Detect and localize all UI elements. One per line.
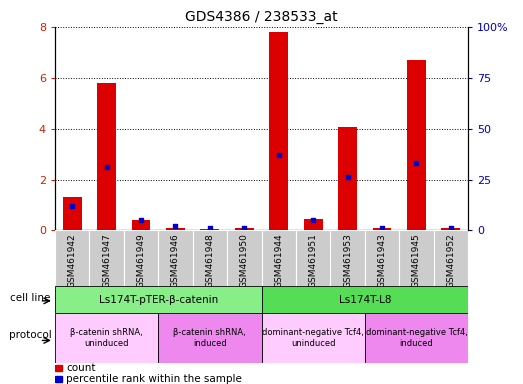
Point [171,223,179,229]
Bar [192,230,227,286]
Point [240,225,248,232]
Text: GSM461944: GSM461944 [274,233,283,288]
Bar [55,286,262,313]
Text: protocol: protocol [9,330,52,341]
Bar [55,230,89,286]
Text: cell line: cell line [10,293,50,303]
Text: GSM461948: GSM461948 [206,233,214,288]
Point [378,225,386,232]
Bar [235,228,254,230]
Text: GSM461943: GSM461943 [378,233,386,288]
Bar [407,60,426,230]
Bar [365,230,399,286]
Bar [124,230,158,286]
Bar [262,313,365,363]
Text: GSM461951: GSM461951 [309,233,317,288]
Bar [441,228,460,230]
Bar [296,230,331,286]
Bar [166,228,185,230]
Point [447,225,455,232]
Bar [338,127,357,230]
Point [412,160,420,166]
Bar [55,313,158,363]
Text: β-catenin shRNA,
induced: β-catenin shRNA, induced [174,328,246,348]
Bar [63,197,82,230]
Bar [131,220,151,230]
Bar [55,376,62,382]
Text: GDS4386 / 238533_at: GDS4386 / 238533_at [185,10,338,23]
Point [103,164,111,170]
Bar [97,83,116,230]
Point [68,203,76,209]
Text: Ls174T-pTER-β-catenin: Ls174T-pTER-β-catenin [98,295,218,305]
Text: dominant-negative Tcf4,
induced: dominant-negative Tcf4, induced [366,328,468,348]
Text: GSM461945: GSM461945 [412,233,421,288]
Text: GSM461946: GSM461946 [171,233,180,288]
Point [275,152,283,158]
Text: count: count [66,363,96,373]
Bar [372,228,392,230]
Bar [269,32,288,230]
Bar [227,230,262,286]
Text: β-catenin shRNA,
uninduced: β-catenin shRNA, uninduced [70,328,143,348]
Bar [200,229,219,230]
Bar [365,313,468,363]
Text: GSM461949: GSM461949 [137,233,145,288]
Bar [55,364,62,371]
Text: GSM461952: GSM461952 [446,233,456,288]
Text: GSM461942: GSM461942 [67,233,77,288]
Bar [434,230,468,286]
Point [344,174,352,180]
Text: GSM461950: GSM461950 [240,233,249,288]
Bar [262,230,296,286]
Point [206,225,214,232]
Bar [158,230,192,286]
Point [309,217,317,223]
Text: Ls174T-L8: Ls174T-L8 [338,295,391,305]
Bar [399,230,434,286]
Bar [158,313,262,363]
Bar [304,219,323,230]
Bar [262,286,468,313]
Text: percentile rank within the sample: percentile rank within the sample [66,374,242,384]
Text: GSM461947: GSM461947 [102,233,111,288]
Point [137,217,145,223]
Bar [331,230,365,286]
Bar [89,230,124,286]
Text: dominant-negative Tcf4,
uninduced: dominant-negative Tcf4, uninduced [262,328,364,348]
Text: GSM461953: GSM461953 [343,233,352,288]
